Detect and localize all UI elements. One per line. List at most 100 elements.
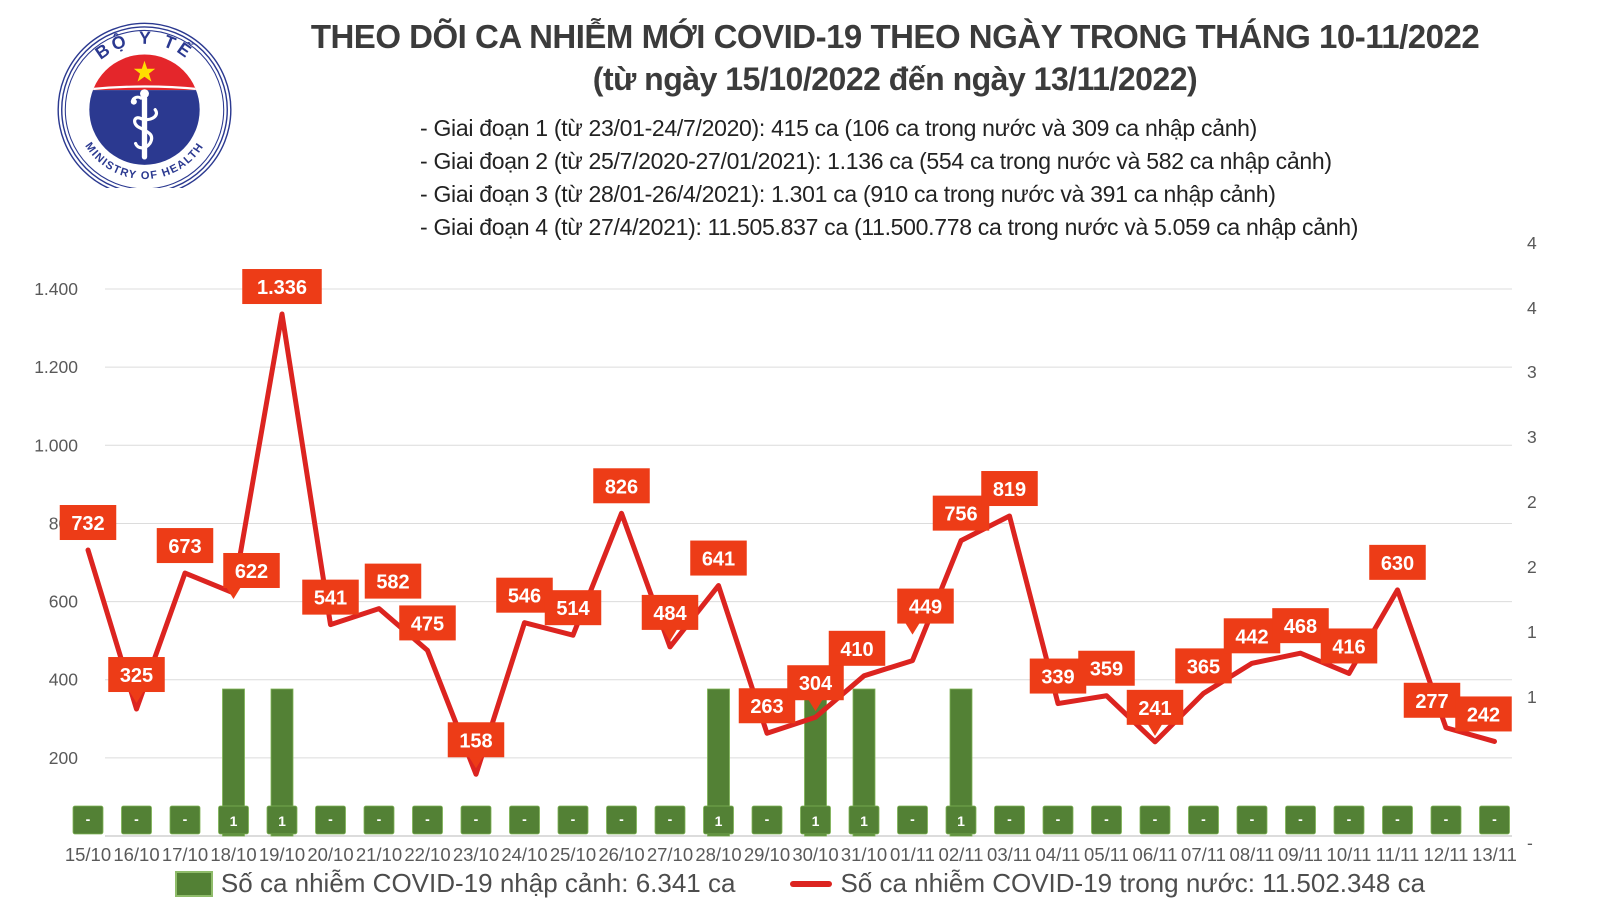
import-bar-chip [606, 805, 637, 835]
import-bar-label: - [1492, 811, 1497, 827]
import-bar-chip [1382, 805, 1413, 835]
case-label-pointer [662, 627, 678, 641]
legend-item-imported: Số ca nhiễm COVID-19 nhập cảnh: 6.341 ca [174, 868, 735, 899]
case-count-label-box [1455, 696, 1512, 732]
case-count-label-box [897, 588, 954, 624]
import-bar-label: 1 [860, 813, 868, 829]
case-count-label-box [1078, 650, 1135, 686]
import-bar-label: - [86, 811, 91, 827]
legend-domestic-label: Số ca nhiễm COVID-19 trong nước: 11.502.… [840, 868, 1426, 898]
logo-staff-snake-icon [130, 89, 158, 160]
phase-summary: - Giai đoạn 1 (từ 23/01-24/7/2020): 415 … [420, 112, 1358, 244]
case-count-label-box [1029, 658, 1087, 694]
import-bar-chip [363, 805, 395, 835]
date-label: 23/10 [453, 844, 499, 865]
case-count-label: 630 [1381, 553, 1414, 575]
case-count-label: 546 [508, 586, 541, 608]
left-axis-tick: 200 [49, 748, 78, 768]
import-bar-label: - [1347, 811, 1352, 827]
case-count-label: 442 [1235, 626, 1268, 648]
date-label: 02/11 [939, 844, 984, 865]
domestic-cases-line [85, 311, 1497, 777]
case-count-label-box [738, 688, 796, 724]
date-label: 13/11 [1472, 844, 1517, 865]
case-count-label: 449 [909, 597, 942, 619]
import-bar-chip [800, 805, 831, 835]
date-label: 15/10 [65, 844, 111, 865]
case-count-label: 277 [1415, 691, 1448, 713]
case-count-label-box [641, 594, 699, 630]
case-count-label: 263 [750, 696, 783, 718]
case-label-pointer [807, 698, 824, 712]
case-count-label: 732 [71, 513, 104, 535]
right-axis-tick: 4 [1527, 233, 1537, 253]
import-bar-chip [315, 805, 346, 835]
case-count-label: 673 [168, 536, 201, 558]
import-bar-chip [654, 805, 686, 835]
case-count-label-box [447, 722, 505, 758]
case-count-label-box [496, 577, 553, 613]
case-count-label: 304 [799, 673, 833, 695]
phase-1-line: - Giai đoạn 1 (từ 23/01-24/7/2020): 415 … [420, 115, 1258, 141]
import-bar-label: - [474, 811, 479, 827]
case-label-pointer [1147, 722, 1163, 736]
import-bar-label: - [1395, 811, 1400, 827]
date-label: 10/11 [1327, 844, 1372, 865]
date-label: 17/10 [162, 844, 208, 865]
date-label: 12/11 [1424, 844, 1469, 865]
import-bar-chip [1091, 805, 1122, 835]
left-axis-tick: 1.200 [34, 357, 78, 377]
import-bar-chip [121, 805, 152, 835]
case-count-label: 416 [1332, 636, 1365, 658]
import-bar-chip [1139, 805, 1171, 835]
date-label: 08/11 [1230, 844, 1275, 865]
import-bar-label: - [1201, 811, 1206, 827]
case-count-label: 1.336 [257, 277, 307, 299]
import-bar-chip [945, 805, 977, 835]
right-axis-tick: 1 [1527, 622, 1537, 642]
date-label: 31/10 [841, 844, 887, 865]
date-label: 04/11 [1036, 844, 1081, 865]
import-bar-label: - [1007, 811, 1012, 827]
date-label: 29/10 [744, 844, 790, 865]
case-count-label: 641 [702, 549, 735, 571]
right-axis-tick: - [1527, 833, 1533, 853]
date-label: 19/10 [259, 844, 305, 865]
case-count-label-box [156, 528, 214, 564]
import-bar-chip [72, 805, 104, 835]
case-count-label: 756 [944, 504, 977, 526]
date-label: 28/10 [695, 844, 741, 865]
case-count-label-box [1272, 608, 1329, 644]
import-bar-label: - [328, 811, 333, 827]
case-count-label-box [1126, 689, 1184, 725]
case-count-label: 468 [1284, 616, 1317, 638]
import-bar [270, 688, 294, 837]
import-bar-chip [1236, 805, 1268, 835]
import-bar-chip [1188, 805, 1219, 835]
import-bar-chip [169, 805, 201, 835]
chart-subtitle: (từ ngày 15/10/2022 đến ngày 13/11/2022) [592, 61, 1198, 97]
case-count-label: 242 [1467, 704, 1500, 726]
import-bar-chip [1430, 805, 1462, 835]
case-count-label-box [364, 563, 422, 599]
date-label: 20/10 [307, 844, 353, 865]
import-bar-chip [1285, 805, 1316, 835]
case-count-label-box [399, 605, 456, 641]
case-count-label: 475 [411, 613, 444, 635]
import-bar-chip [703, 805, 734, 835]
case-count-label-box [59, 505, 117, 541]
import-bar-label: - [1250, 811, 1255, 827]
import-bar-label: - [1298, 811, 1303, 827]
phase-3-line: - Giai đoạn 3 (từ 28/01-26/4/2021): 1.30… [420, 181, 1276, 207]
case-count-label: 339 [1041, 667, 1074, 689]
case-count-label: 241 [1138, 698, 1171, 720]
right-axis-tick: 3 [1527, 362, 1537, 382]
case-count-label-box [1369, 544, 1426, 580]
date-label: 05/11 [1084, 844, 1129, 865]
import-bar-label: - [765, 811, 770, 827]
case-label-pointer [468, 755, 484, 769]
imported-bar-swatch-icon [174, 870, 213, 897]
import-bar-label: - [910, 811, 915, 827]
case-count-label-box [302, 579, 359, 615]
